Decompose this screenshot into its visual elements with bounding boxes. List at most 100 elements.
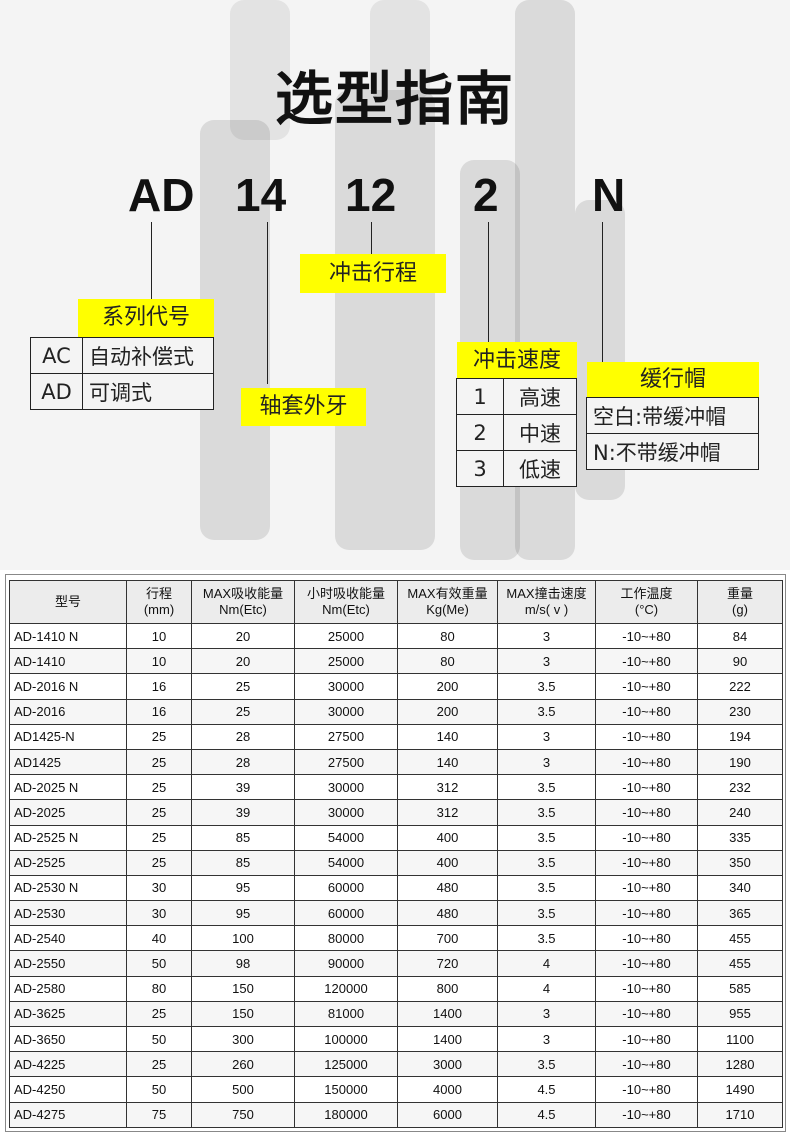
table-cell: 800	[397, 975, 498, 1002]
table-cell: 312	[397, 774, 498, 801]
table-cell: 340	[697, 874, 783, 902]
table-cell: -10~+80	[595, 673, 698, 700]
cap-options-table: 空白:带缓冲帽 N:不带缓冲帽	[586, 397, 759, 470]
connector-line	[371, 222, 372, 254]
table-cell: 4	[497, 950, 596, 977]
table-cell: 200	[397, 698, 498, 725]
table-cell: -10~+80	[595, 849, 698, 876]
table-cell: 150	[191, 975, 295, 1002]
label-thread: 轴套外牙	[241, 388, 366, 426]
model-cell: AD-1410	[9, 648, 127, 675]
table-cell: 25	[126, 824, 192, 851]
table-cell: 400	[397, 849, 498, 876]
table-cell: 955	[697, 1000, 783, 1028]
column-header-text: 小时吸收能量	[306, 586, 385, 601]
table-cell: 85	[191, 824, 295, 851]
table-cell: 150000	[294, 1076, 398, 1103]
table-cell: 10	[126, 622, 192, 650]
table-row: AD-2025 N 25 39 30000 312 3.5 -10~+80 232	[9, 774, 783, 801]
table-cell: 25	[126, 1000, 192, 1028]
table-cell: 25	[126, 1051, 192, 1078]
column-header: 小时吸收能量 Nm(Etc)	[294, 580, 398, 624]
table-cell: 3.5	[497, 799, 596, 826]
table-cell: 27500	[294, 723, 398, 750]
table-frame	[5, 574, 786, 1132]
table-cell: 365	[697, 900, 783, 927]
table-cell: 30	[126, 900, 192, 927]
table-cell: 480	[397, 900, 498, 927]
table-cell: 39	[191, 799, 295, 826]
label-speed: 冲击速度	[457, 342, 577, 379]
table-cell: 3.5	[497, 925, 596, 952]
table-cell: -10~+80	[595, 975, 698, 1002]
speed-code: 3	[456, 450, 504, 487]
table-cell: 260	[191, 1051, 295, 1078]
table-cell: 80	[126, 975, 192, 1002]
column-header-text: MAX撞击速度	[506, 586, 587, 601]
table-cell: -10~+80	[595, 900, 698, 927]
model-cell: AD-2025	[9, 799, 127, 826]
table-cell: 3	[497, 723, 596, 750]
table-cell: 720	[397, 950, 498, 977]
column-header-text: MAX吸收能量	[202, 586, 284, 601]
table-cell: -10~+80	[595, 774, 698, 801]
column-header: MAX吸收能量 Nm(Etc)	[191, 580, 295, 624]
table-cell: 4.5	[497, 1101, 596, 1128]
series-code: AC	[30, 337, 83, 374]
table-cell: 81000	[294, 1000, 398, 1028]
table-cell: 50	[126, 950, 192, 977]
column-header-text: Nm(Etc)	[219, 602, 267, 617]
product-image-spring	[230, 0, 290, 140]
table-row: AD-4225 25 260 125000 3000 3.5 -10~+80 1280	[9, 1051, 783, 1078]
column-header: MAX撞击速度 m/s( v )	[497, 580, 596, 624]
table-cell: 25	[126, 799, 192, 826]
table-cell: 455	[697, 925, 783, 952]
code-series: AD	[128, 169, 195, 221]
column-header: 工作温度 (°C)	[595, 580, 698, 624]
table-cell: 30000	[294, 774, 398, 801]
column-header-text: 型号	[54, 594, 81, 609]
model-cell: AD-2530	[9, 900, 127, 927]
table-cell: 3.5	[497, 824, 596, 851]
model-cell: AD-2540	[9, 925, 127, 952]
table-row: AD-4250 50 500 150000 4000 4.5 -10~+80 1490	[9, 1076, 783, 1103]
table-cell: 85	[191, 849, 295, 876]
table-cell: 3.5	[497, 849, 596, 876]
table-row: AD-1410 N 10 20 25000 80 3 -10~+80 84	[9, 622, 783, 650]
table-cell: 84	[697, 622, 783, 650]
column-header-text: (mm)	[143, 602, 175, 617]
column-header-text: Kg(Me)	[426, 602, 469, 617]
table-cell: 190	[697, 748, 783, 776]
column-header-text: 行程	[145, 586, 172, 601]
table-cell: -10~+80	[595, 1000, 698, 1028]
speed-options-table: 1 高速 2 中速 3 低速	[456, 378, 577, 487]
table-cell: 480	[397, 874, 498, 902]
table-cell: 140	[397, 723, 498, 750]
model-cell: AD-4250	[9, 1076, 127, 1103]
table-cell: 80	[397, 648, 498, 675]
table-cell: -10~+80	[595, 950, 698, 977]
table-cell: 25000	[294, 648, 398, 675]
code-thread: 14	[235, 169, 287, 221]
table-cell: 1710	[697, 1101, 783, 1128]
table-row: AD-2530 30 95 60000 480 3.5 -10~+80 365	[9, 900, 783, 927]
series-options-table: AC 自动补偿式 AD 可调式	[30, 337, 214, 410]
product-image-spring	[370, 0, 430, 100]
table-cell: -10~+80	[595, 1076, 698, 1103]
model-cell: AD-2016	[9, 698, 127, 725]
model-cell: AD1425	[9, 748, 127, 776]
table-cell: 80	[397, 622, 498, 650]
column-header: 型号	[9, 580, 127, 624]
table-row: AD-2025 25 39 30000 312 3.5 -10~+80 240	[9, 799, 783, 826]
code-speed: 2	[473, 169, 499, 221]
table-cell: 6000	[397, 1101, 498, 1128]
table-row: AD-1410 10 20 25000 80 3 -10~+80 90	[9, 648, 783, 675]
model-cell: AD1425-N	[9, 723, 127, 750]
connector-line	[151, 222, 152, 300]
table-cell: -10~+80	[595, 925, 698, 952]
spec-table: 型号 行程 (mm) MAX吸收能量 Nm(Etc) 小时吸收能量 Nm(Etc) MAX有效…	[9, 580, 783, 1128]
column-header: MAX有效重量 Kg(Me)	[397, 580, 498, 624]
table-cell: 4.5	[497, 1076, 596, 1103]
table-cell: 90000	[294, 950, 398, 977]
table-cell: 230	[697, 698, 783, 725]
